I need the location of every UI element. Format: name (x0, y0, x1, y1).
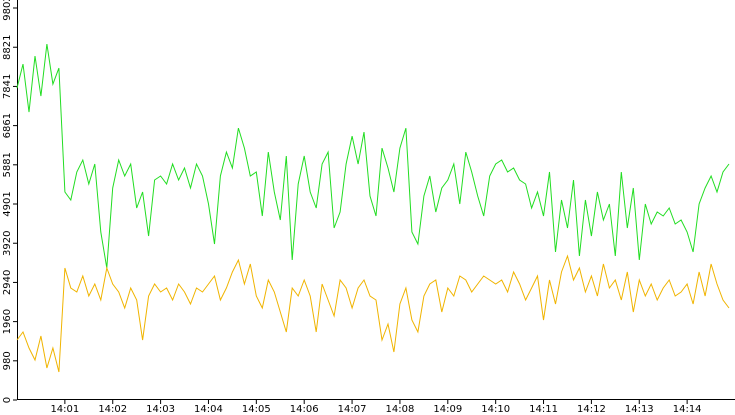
y-tick-label: 0 (2, 397, 13, 403)
y-tick-label: 7841 (2, 74, 13, 99)
x-tick-label: 14:04 (194, 404, 223, 415)
x-tick-label: 14:12 (577, 404, 606, 415)
y-tick-label: 4901 (2, 191, 13, 216)
x-tick-label: 14:10 (481, 404, 510, 415)
y-tick-label: 9802 (2, 0, 13, 21)
y-tick-label: 5881 (2, 152, 13, 177)
x-tick-label: 14:06 (290, 404, 319, 415)
x-tick-label: 14:13 (625, 404, 654, 415)
y-tick-label: 2940 (2, 270, 13, 295)
x-tick-label: 14:08 (386, 404, 415, 415)
x-tick-label: 14:02 (98, 404, 127, 415)
x-tick-label: 14:05 (242, 404, 271, 415)
x-tick-label: 14:14 (673, 404, 702, 415)
x-tick-label: 14:09 (433, 404, 462, 415)
series-line (16, 254, 730, 373)
x-tick-label: 14:07 (338, 404, 367, 415)
y-tick-label: 1960 (2, 309, 13, 334)
x-tick-label: 14:11 (529, 404, 558, 415)
y-tick-label: 980 (2, 351, 13, 370)
y-tick-label: 6861 (2, 113, 13, 138)
y-tick-label: 8821 (2, 35, 13, 60)
series-line (16, 44, 730, 269)
y-tick-label: 3920 (2, 231, 13, 256)
x-tick-label: 14:03 (146, 404, 175, 415)
x-tick-label: 14:01 (50, 404, 79, 415)
